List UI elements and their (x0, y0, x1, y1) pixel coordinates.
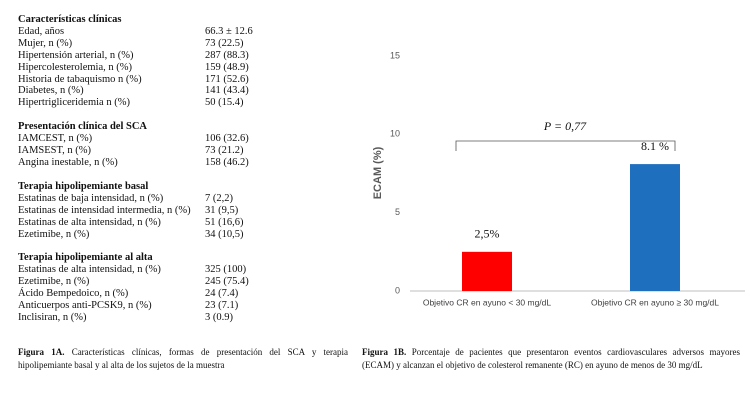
row-label: Hipercolesterolemia, n (%) (18, 61, 132, 73)
x-tick-label: Objetivo CR en ayuno ≥ 30 mg/dL (591, 297, 719, 307)
bracket (455, 140, 676, 151)
annotation: P = 0,77 (543, 119, 587, 133)
row-value: 158 (46.2) (205, 156, 249, 168)
row-value: 325 (100) (205, 264, 247, 276)
section: Terapia hipolipemiante basal Estatinas de… (18, 181, 348, 241)
table-row: Hipertensión arterial, n (%) 287 (88.3) (18, 50, 348, 62)
section-heading: Presentación clínica del SCA (18, 121, 148, 133)
table-row: Anticuerpos anti-PCSK9, n (%) 23 (7.1) (18, 300, 348, 312)
row-label: Angina inestable, n (%) (18, 156, 118, 168)
y-tick-label: 5 (395, 207, 400, 217)
section-heading: Terapia hipolipemiante basal (18, 180, 149, 192)
row-value: 34 (10,5) (205, 228, 244, 240)
row-label: Inclisiran, n (%) (18, 311, 87, 323)
data-label: 8.1 % (641, 139, 669, 153)
table-row: IAMCEST, n (%) 106 (32.6) (18, 133, 348, 145)
table-row: Estatinas de baja intensidad, n (%) 7 (2,… (18, 193, 348, 205)
table-row: Estatinas de intensidad intermedia, n (%… (18, 205, 348, 217)
x-tick-label: Objetivo CR en ayuno < 30 mg/dL (423, 297, 552, 307)
caption-label: Figura 1B. (362, 347, 407, 357)
row-label: Diabetes, n (%) (18, 85, 84, 97)
row-value: 7 (2,2) (205, 192, 233, 204)
row-value: 66.3 ± 12.6 (205, 25, 253, 37)
section-heading: Terapia hipolipemiante al alta (18, 252, 153, 264)
row-label: Anticuerpos anti-PCSK9, n (%) (18, 300, 152, 312)
row-value: 171 (52.6) (205, 73, 249, 85)
table-row: Estatinas de alta intensidad, n (%) 325 (… (18, 264, 348, 276)
y-axis-label: ECAM (%) (372, 146, 384, 199)
section: Terapia hipolipemiante al alta Estatinas … (18, 252, 348, 323)
bar (630, 164, 680, 291)
row-label: Estatinas de alta intensidad, n (%) (18, 264, 161, 276)
table-row: Ezetimibe, n (%) 245 (75.4) (18, 276, 348, 288)
row-label: Edad, años (18, 25, 65, 37)
row-label: IAMCEST, n (%) (18, 133, 93, 145)
table-row: Ácido Bempedoico, n (%) 24 (7.4) (18, 288, 348, 300)
row-label: Estatinas de alta intensidad, n (%) (18, 216, 161, 228)
y-tick-label: 0 (395, 285, 400, 295)
row-value: 50 (15.4) (205, 97, 244, 109)
row-label: Hipertrigliceridemia n (%) (18, 97, 130, 109)
caption-text: Porcentaje de pacientes que presentaron … (362, 347, 741, 370)
caption-text: Características clínicas, formas de pres… (18, 347, 349, 370)
caption: Figura 1B. Porcentaje de pacientes que p… (362, 346, 740, 372)
row-value: 73 (22.5) (205, 37, 244, 49)
table-row: Diabetes, n (%) 141 (43.4) (18, 85, 348, 97)
row-label: Historia de tabaquismo n (%) (18, 73, 142, 85)
row-label: Mujer, n (%) (18, 37, 73, 49)
table-row: Angina inestable, n (%) 158 (46.2) (18, 157, 348, 169)
table-row: IAMSEST, n (%) 73 (21.2) (18, 145, 348, 157)
row-label: Hipertensión arterial, n (%) (18, 49, 134, 61)
y-tick-label: 15 (390, 50, 400, 60)
table-row: Historia de tabaquismo n (%) 171 (52.6) (18, 74, 348, 86)
section: Características clínicas Edad, años 66.3 ±… (18, 14, 348, 109)
row-value: 287 (88.3) (205, 49, 249, 61)
row-value: 159 (48.9) (205, 61, 249, 73)
row-label: Estatinas de baja intensidad, n (%) (18, 192, 164, 204)
row-value: 3 (0.9) (205, 311, 233, 323)
caption: Figura 1A. Características clínicas, for… (18, 346, 348, 372)
data-label: 2,5% (475, 227, 500, 241)
table-row: Inclisiran, n (%) 3 (0.9) (18, 312, 348, 324)
row-label: Ácido Bempedoico, n (%) (18, 288, 129, 300)
row-value: 51 (16,6) (205, 216, 244, 228)
row-label: Estatinas de intensidad intermedia, n (%… (18, 204, 191, 216)
section-heading: Características clínicas (18, 14, 122, 25)
table-row: Hipertrigliceridemia n (%) 50 (15.4) (18, 97, 348, 109)
table: Características clínicas Edad, años 66.3 ±… (18, 14, 348, 324)
caption-label: Figura 1A. (18, 347, 65, 357)
row-label: Ezetimibe, n (%) (18, 228, 90, 240)
row-label: Ezetimibe, n (%) (18, 276, 90, 288)
row-value: 73 (21.2) (205, 145, 244, 157)
table-row: Mujer, n (%) 73 (22.5) (18, 38, 348, 50)
row-value: 31 (9,5) (205, 204, 239, 216)
row-value: 106 (32.6) (205, 133, 249, 145)
table-row: Ezetimibe, n (%) 34 (10,5) (18, 229, 348, 241)
section: Presentación clínica del SCA IAMCEST, n (… (18, 121, 348, 169)
row-value: 141 (43.4) (205, 85, 249, 97)
table-row: Hipercolesterolemia, n (%) 159 (48.9) (18, 62, 348, 74)
y-tick-label: 10 (390, 129, 400, 139)
row-value: 23 (7.1) (205, 300, 239, 312)
bar (462, 251, 512, 291)
row-value: 245 (75.4) (205, 276, 249, 288)
row-label: IAMSEST, n (%) (18, 145, 92, 157)
table-row: Edad, años 66.3 ± 12.6 (18, 26, 348, 38)
row-value: 24 (7.4) (205, 288, 239, 300)
table-row: Estatinas de alta intensidad, n (%) 51 (1… (18, 217, 348, 229)
